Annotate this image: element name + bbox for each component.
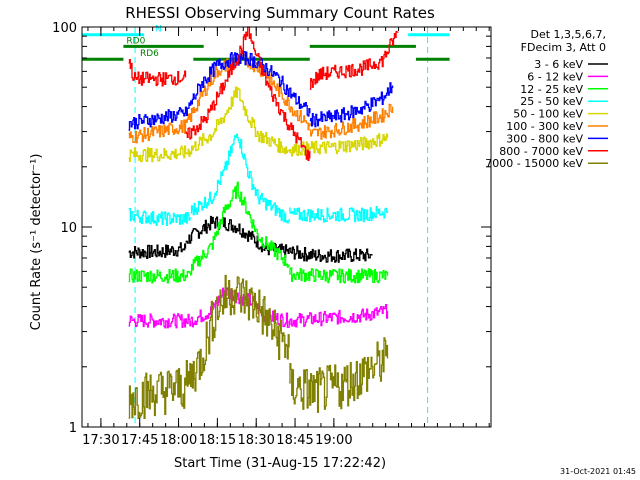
x-tick-label-18:15: 18:15 xyxy=(199,433,236,448)
x-tick-label-18:45: 18:45 xyxy=(276,433,313,448)
series-50-100-kev-segment-0 xyxy=(128,86,290,163)
legend-label-25-50-kev: 25 - 50 keV xyxy=(520,95,583,108)
x-axis-label: Start Time (31-Aug-15 17:22:42) xyxy=(174,456,386,471)
legend-label-50-100-kev: 50 - 100 keV xyxy=(513,108,583,121)
series-7000-15000-kev-segment-1 xyxy=(289,337,389,413)
legend-label-100-300-kev: 100 - 300 keV xyxy=(506,120,583,133)
series-300-800-kev-segment-0 xyxy=(128,51,311,131)
series-3-6-kev-segment-0 xyxy=(128,242,187,259)
legend: Det 1,3,5,6,7, FDecim 3, Att 0 3 - 6 keV… xyxy=(485,28,608,170)
series-300-800-kev-segment-1 xyxy=(309,82,394,128)
y-tick-label-10: 10 xyxy=(60,221,77,236)
x-tick-label-19:00: 19:00 xyxy=(315,433,352,448)
footer-date: 31-Oct-2021 01:45 xyxy=(560,467,636,476)
axes: 1 10 100 17:30 17:45 18:00 18:15 18:30 18:45 19:0… xyxy=(52,21,491,448)
series-25-50-kev-segment-0 xyxy=(128,207,192,227)
series-800-7000-kev-segment-1 xyxy=(185,26,311,161)
legend-header-line-1: Det 1,3,5,6,7, xyxy=(530,28,606,41)
series-3-6-kev-segment-2 xyxy=(263,242,373,263)
series-3-6-kev-segment-1 xyxy=(185,215,264,253)
series-25-50-kev-segment-2 xyxy=(289,206,389,223)
series-100-300-kev-segment-1 xyxy=(309,103,394,140)
legend-label-7000-15000-kev: 7000 - 15000 keV xyxy=(485,157,583,170)
series-100-300-kev-segment-0 xyxy=(128,53,311,144)
x-tick-label-17:30: 17:30 xyxy=(82,433,119,448)
flag-label-rd6: RD6 xyxy=(140,49,159,59)
series-6-12-kev-segment-2 xyxy=(289,304,389,328)
x-tick-label-18:00: 18:00 xyxy=(160,433,197,448)
series-6-12-kev-segment-1 xyxy=(190,287,290,328)
series-25-50-kev-segment-1 xyxy=(190,133,290,224)
series-lines xyxy=(128,26,399,420)
legend-label-800-7000-kev: 800 - 7000 keV xyxy=(499,145,583,158)
y-tick-label-100: 100 xyxy=(52,21,77,36)
series-12-25-kev-segment-1 xyxy=(190,181,290,275)
legend-label-12-25-kev: 12 - 25 keV xyxy=(520,83,583,96)
series-12-25-kev-segment-0 xyxy=(128,268,192,284)
legend-header-line-2: FDecim 3, Att 0 xyxy=(521,41,606,54)
series-800-7000-kev-segment-0 xyxy=(128,59,187,87)
flag-label-n: N xyxy=(155,25,162,35)
observing-flags: N RD0 RD6 xyxy=(82,25,450,427)
legend-label-3-6-kev: 3 - 6 keV xyxy=(534,58,583,71)
series-800-7000-kev-segment-2 xyxy=(309,31,399,90)
chart-title: RHESSI Observing Summary Count Rates xyxy=(125,4,435,22)
series-6-12-kev-segment-0 xyxy=(128,313,192,329)
legend-label-6-12-kev: 6 - 12 keV xyxy=(527,70,583,83)
x-tick-label-18:30: 18:30 xyxy=(237,433,274,448)
y-tick-label-1: 1 xyxy=(69,421,77,436)
flag-label-rd0: RD0 xyxy=(126,36,145,46)
series-7000-15000-kev-segment-0 xyxy=(128,274,290,420)
series-12-25-kev-segment-2 xyxy=(289,267,389,284)
y-axis-label: Count Rate (s⁻¹ detector⁻¹) xyxy=(29,154,44,331)
x-tick-label-17:45: 17:45 xyxy=(121,433,158,448)
legend-label-300-800-kev: 300 - 800 keV xyxy=(506,132,583,145)
